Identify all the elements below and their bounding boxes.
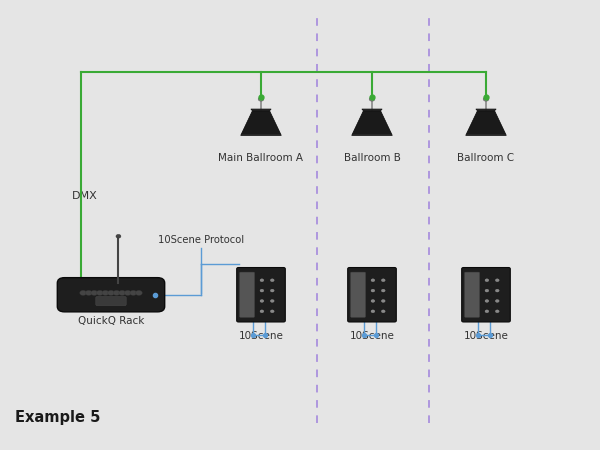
Circle shape [116, 234, 121, 238]
Polygon shape [466, 134, 506, 135]
Circle shape [271, 300, 274, 302]
Polygon shape [466, 111, 506, 135]
Circle shape [260, 289, 264, 292]
Circle shape [130, 290, 137, 296]
Circle shape [496, 310, 499, 313]
Text: 10Scene: 10Scene [464, 330, 508, 341]
Circle shape [119, 290, 125, 296]
Circle shape [483, 97, 489, 101]
Circle shape [496, 289, 499, 292]
Text: QuickQ Rack: QuickQ Rack [78, 316, 144, 326]
Circle shape [258, 97, 264, 101]
Circle shape [113, 290, 120, 296]
Polygon shape [241, 111, 281, 135]
Text: 10Scene: 10Scene [350, 330, 394, 341]
Circle shape [271, 279, 274, 282]
Polygon shape [476, 109, 496, 111]
Circle shape [271, 310, 274, 313]
Circle shape [102, 290, 109, 296]
Text: Main Ballroom A: Main Ballroom A [218, 153, 304, 163]
Polygon shape [241, 134, 281, 135]
Text: 10Scene: 10Scene [239, 330, 283, 341]
FancyBboxPatch shape [239, 272, 254, 317]
Circle shape [485, 310, 489, 313]
Polygon shape [352, 134, 392, 135]
Circle shape [260, 310, 264, 313]
Circle shape [85, 290, 92, 296]
FancyBboxPatch shape [350, 272, 365, 317]
Circle shape [485, 289, 489, 292]
Polygon shape [251, 109, 271, 111]
Circle shape [371, 300, 375, 302]
FancyBboxPatch shape [58, 278, 164, 312]
Circle shape [382, 310, 385, 313]
Circle shape [124, 290, 131, 296]
Circle shape [136, 290, 142, 296]
Text: DMX: DMX [72, 191, 98, 201]
Circle shape [371, 289, 375, 292]
Circle shape [80, 290, 86, 296]
Text: Ballroom B: Ballroom B [344, 153, 400, 163]
Circle shape [382, 279, 385, 282]
Polygon shape [362, 109, 382, 111]
Circle shape [485, 279, 489, 282]
Circle shape [369, 97, 375, 101]
Circle shape [371, 279, 375, 282]
Circle shape [260, 279, 264, 282]
Circle shape [271, 289, 274, 292]
Circle shape [485, 300, 489, 302]
Circle shape [260, 300, 264, 302]
FancyBboxPatch shape [462, 267, 510, 322]
Circle shape [371, 310, 375, 313]
Polygon shape [352, 111, 392, 135]
FancyBboxPatch shape [348, 267, 397, 322]
Text: Example 5: Example 5 [15, 410, 100, 425]
Circle shape [91, 290, 98, 296]
Circle shape [496, 279, 499, 282]
Circle shape [496, 300, 499, 302]
FancyBboxPatch shape [237, 267, 286, 322]
FancyBboxPatch shape [96, 297, 126, 306]
FancyBboxPatch shape [464, 272, 479, 317]
Text: 10Scene Protocol: 10Scene Protocol [158, 235, 244, 245]
Circle shape [107, 290, 115, 296]
Circle shape [382, 300, 385, 302]
Circle shape [382, 289, 385, 292]
Circle shape [97, 290, 103, 296]
Text: Ballroom C: Ballroom C [457, 153, 515, 163]
